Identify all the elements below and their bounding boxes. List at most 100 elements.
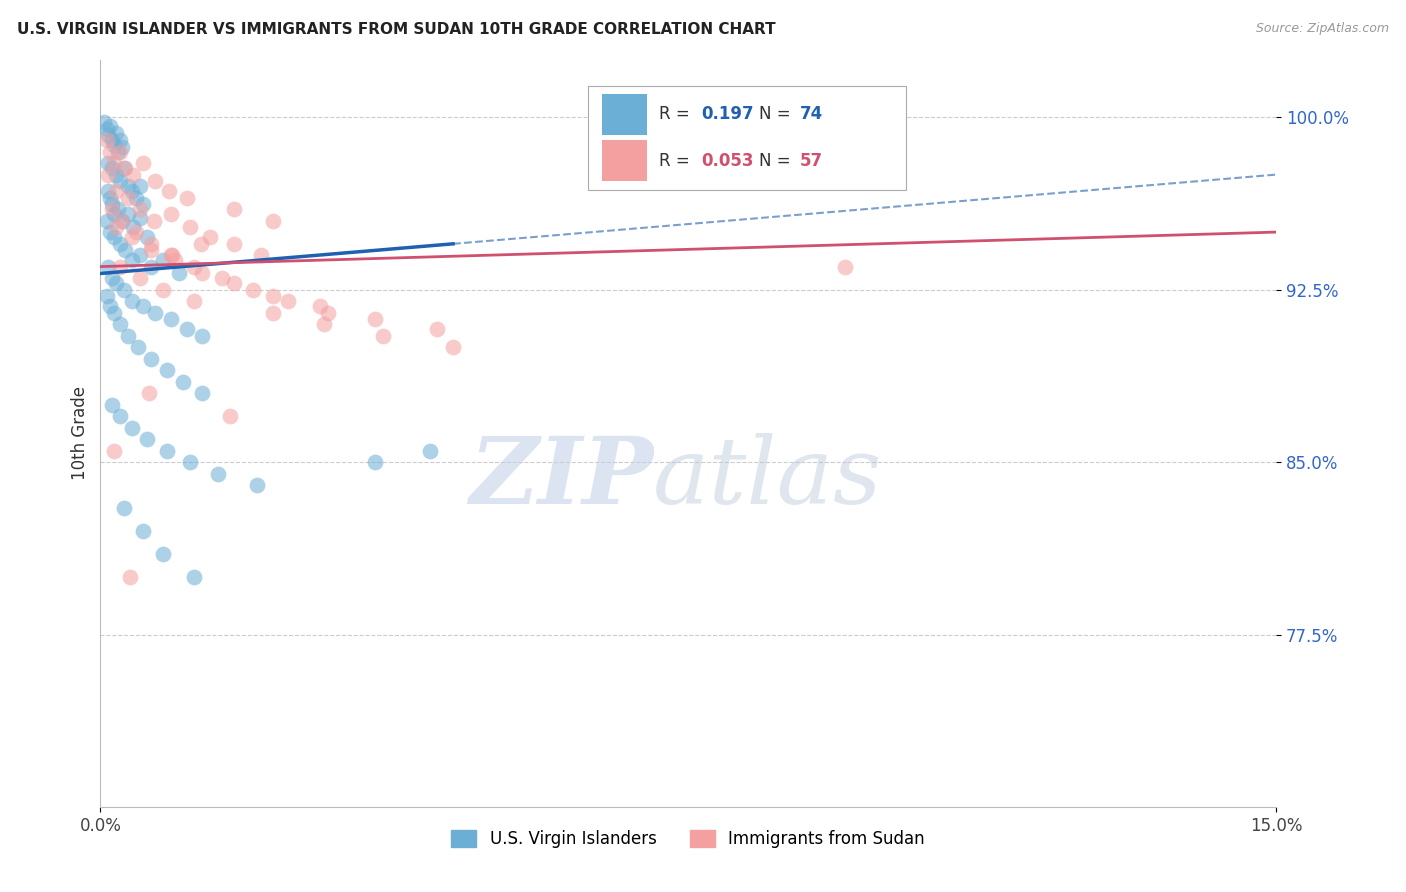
Point xyxy=(93,114,115,128)
Text: 74: 74 xyxy=(800,105,823,123)
Point xyxy=(834,260,856,274)
Point xyxy=(128,248,150,262)
Point xyxy=(101,271,124,285)
Point xyxy=(108,174,131,188)
Point xyxy=(103,207,125,221)
Point xyxy=(97,184,120,198)
Point xyxy=(156,443,179,458)
Point xyxy=(426,321,449,335)
Point xyxy=(176,321,198,335)
Point xyxy=(136,432,159,446)
Point xyxy=(121,252,143,267)
Point xyxy=(136,229,159,244)
Point xyxy=(128,179,150,194)
Point xyxy=(107,202,129,216)
Point xyxy=(176,191,198,205)
Point xyxy=(127,340,149,354)
Text: N =: N = xyxy=(759,152,796,169)
Point xyxy=(122,220,145,235)
Point xyxy=(222,276,245,290)
Point xyxy=(101,133,124,147)
FancyBboxPatch shape xyxy=(588,86,905,190)
Point xyxy=(246,478,269,492)
Point xyxy=(218,409,240,423)
Legend: U.S. Virgin Islanders, Immigrants from Sudan: U.S. Virgin Islanders, Immigrants from S… xyxy=(444,823,932,855)
Point xyxy=(141,236,163,251)
Point xyxy=(103,229,125,244)
Point xyxy=(112,161,135,175)
Point xyxy=(191,386,214,401)
Point xyxy=(108,145,131,159)
Point xyxy=(101,398,124,412)
Point xyxy=(160,312,183,326)
Point xyxy=(183,570,205,584)
Point xyxy=(198,229,221,244)
Point xyxy=(312,317,335,331)
Point xyxy=(132,197,155,211)
Bar xyxy=(602,140,647,181)
Point xyxy=(108,236,131,251)
Point xyxy=(163,252,186,267)
Point xyxy=(105,220,128,235)
Text: ZIP: ZIP xyxy=(468,434,652,524)
Point xyxy=(114,161,136,175)
Point xyxy=(132,156,155,170)
Point xyxy=(179,220,201,235)
Point xyxy=(152,283,174,297)
Point xyxy=(107,145,129,159)
Point xyxy=(160,207,183,221)
Point xyxy=(101,202,124,216)
Point xyxy=(308,299,330,313)
Point xyxy=(96,289,118,303)
Point xyxy=(96,133,118,147)
Y-axis label: 10th Grade: 10th Grade xyxy=(72,386,89,480)
Point xyxy=(122,168,145,182)
Text: N =: N = xyxy=(759,105,796,123)
Point xyxy=(101,161,124,175)
Point xyxy=(132,524,155,538)
Text: Source: ZipAtlas.com: Source: ZipAtlas.com xyxy=(1256,22,1389,36)
Point xyxy=(97,128,120,143)
Point xyxy=(363,455,385,469)
Point xyxy=(124,191,146,205)
Point xyxy=(111,213,134,227)
Point xyxy=(143,174,166,188)
Point xyxy=(103,156,125,170)
Point xyxy=(101,197,124,211)
Point xyxy=(103,305,125,319)
Point xyxy=(262,305,284,319)
Point xyxy=(124,225,146,239)
Point xyxy=(98,299,121,313)
Point xyxy=(98,120,121,134)
Point xyxy=(222,236,245,251)
Point xyxy=(190,236,212,251)
Point xyxy=(117,179,139,194)
Point xyxy=(128,211,150,226)
Point xyxy=(108,260,131,274)
Point xyxy=(117,207,139,221)
Point xyxy=(120,570,142,584)
Point xyxy=(183,294,205,309)
Point xyxy=(152,547,174,561)
Point xyxy=(96,213,118,227)
Point xyxy=(172,375,194,389)
Point xyxy=(108,317,131,331)
Point xyxy=(105,168,128,182)
Point xyxy=(419,443,441,458)
Point xyxy=(222,202,245,216)
Point xyxy=(277,294,299,309)
Point xyxy=(105,276,128,290)
Point xyxy=(132,299,155,313)
Point xyxy=(105,126,128,140)
Point xyxy=(162,248,184,262)
Point xyxy=(128,271,150,285)
Point xyxy=(112,501,135,516)
Point xyxy=(121,184,143,198)
Point xyxy=(128,202,150,216)
Point xyxy=(105,184,128,198)
Point xyxy=(97,168,120,182)
Text: U.S. VIRGIN ISLANDER VS IMMIGRANTS FROM SUDAN 10TH GRADE CORRELATION CHART: U.S. VIRGIN ISLANDER VS IMMIGRANTS FROM … xyxy=(17,22,776,37)
Point xyxy=(207,467,229,481)
Point xyxy=(138,386,160,401)
Point xyxy=(441,340,464,354)
